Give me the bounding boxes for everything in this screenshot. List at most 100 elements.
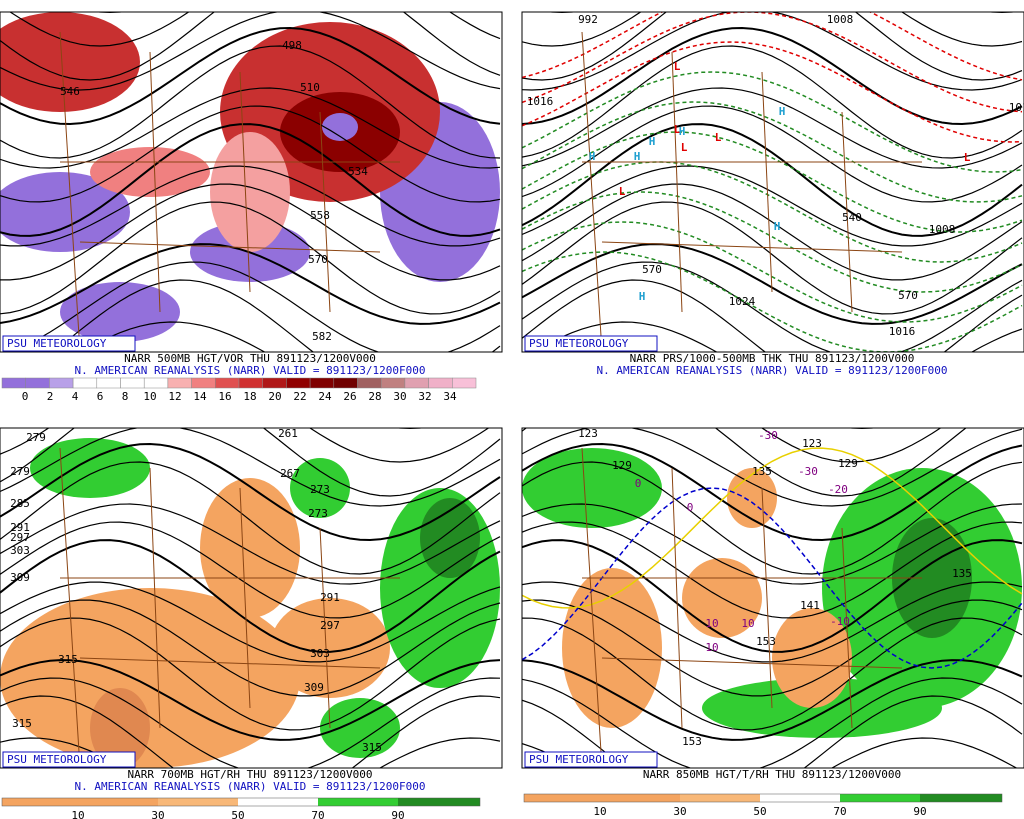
colorbar-label: 34: [443, 390, 457, 403]
colorbar-label: 70: [311, 809, 324, 819]
border: [841, 111, 853, 313]
contour: [0, 243, 501, 325]
contour: [760, 428, 942, 463]
contour-label: 315: [12, 717, 32, 730]
pressure-center: H: [634, 150, 641, 163]
contour: [0, 105, 501, 203]
shading: [320, 698, 400, 758]
title-line: NARR 700MB HGT/RH THU 891123/1200V000: [127, 768, 372, 781]
colorbar-cell: [398, 798, 480, 806]
brand-box: [524, 335, 658, 352]
brand-box: [2, 335, 136, 352]
brand-box: [2, 751, 136, 768]
contour-label: 279: [10, 465, 30, 478]
contour: [522, 87, 1023, 169]
contour-label: 315: [362, 741, 382, 754]
thickness: [522, 101, 1023, 203]
border: [59, 447, 81, 768]
colorbar-frame: [1, 797, 481, 807]
contour-label: 10: [741, 617, 754, 630]
contour: [522, 442, 1023, 542]
pressure-center: L: [715, 131, 722, 144]
contour: [522, 428, 1023, 507]
source-line: N. AMERICAN REANALYSIS (NARR) VALID = 89…: [75, 364, 426, 377]
colorbar-label: 8: [122, 390, 129, 403]
colorbar-cell: [238, 377, 263, 389]
contour-label: 1016: [527, 95, 554, 108]
contour-label: 309: [304, 681, 324, 694]
contour: [0, 695, 501, 768]
contour-label: 1008: [929, 223, 956, 236]
colorbar-frame: [523, 793, 1003, 803]
colorbar-label: 26: [343, 390, 356, 403]
colorbar-cell: [357, 377, 382, 389]
contour: [522, 12, 1023, 91]
contour-label: 153: [682, 735, 702, 748]
colorbar-label: 50: [231, 809, 244, 819]
contour: [522, 617, 1023, 731]
map: 123 129 135 123 129 -30 -30 -20 0 0 10 10 10 -10 141 15…: [522, 428, 1024, 768]
map-frame: [0, 427, 503, 769]
contour: [522, 521, 1023, 619]
contour-label: 546: [60, 85, 80, 98]
contour: [522, 12, 1023, 81]
border: [841, 527, 853, 729]
contour: [522, 105, 1023, 203]
contour: [0, 521, 501, 619]
contour: [0, 428, 501, 507]
colorbar-cell: [215, 377, 240, 389]
contour-label: 540: [842, 211, 862, 224]
colorbar-cell: [1, 377, 26, 389]
shading: [90, 147, 210, 197]
colorbar-cell: [2, 798, 78, 806]
contour: [94, 12, 126, 14]
thickness: [522, 251, 1023, 352]
contour-label: 285: [10, 497, 30, 510]
pressure-center: L: [964, 151, 971, 164]
contour-label: 558: [310, 209, 330, 222]
contour: [522, 261, 1023, 352]
contour: [522, 599, 1023, 697]
contour-label: 273: [310, 483, 330, 496]
contour: [0, 165, 501, 247]
contour: [0, 183, 501, 281]
colorbar-cell: [318, 798, 398, 806]
shading: [290, 458, 350, 518]
colorbar-cell: [404, 377, 429, 389]
contour-label: 291: [10, 521, 30, 534]
contour-label: 141: [800, 599, 820, 612]
thickness: [522, 161, 1023, 263]
source-line: N. AMERICAN REANALYSIS (NARR) VALID = 89…: [597, 364, 948, 377]
contour-label: 10: [705, 617, 718, 630]
title-line: NARR PRS/1000-500MB THK THU 891123/1200V…: [630, 352, 915, 365]
contour: [522, 279, 1023, 352]
contour: [0, 539, 501, 653]
brand: PSU METEOROLOGY: [7, 337, 107, 350]
colorbar-cell: [167, 377, 192, 389]
contour: [0, 201, 501, 315]
colorbar-label: 6: [97, 390, 104, 403]
colorbar-cell: [452, 377, 477, 389]
brand: PSU METEOROLOGY: [529, 753, 629, 766]
contour: [522, 737, 1018, 768]
colorbar-cell: [380, 377, 406, 389]
thickness: [522, 71, 1023, 173]
contour-label: 261: [278, 427, 298, 440]
panel: 992100810161024101610081016540570570LLLL…: [521, 11, 1024, 377]
contour: [51, 279, 501, 352]
contour: [530, 321, 1023, 352]
contour: [0, 123, 501, 237]
colorbar-cell: [428, 377, 453, 389]
border: [601, 241, 903, 253]
contour-label: 291: [320, 591, 340, 604]
colorbar-label: 14: [193, 390, 207, 403]
colorbar-label: 0: [22, 390, 29, 403]
colorbar-label: 30: [673, 805, 686, 818]
contour-label: 1016: [1009, 101, 1024, 114]
shading: [562, 568, 662, 728]
shading: [210, 132, 290, 252]
border: [239, 487, 251, 709]
pressure-center: L: [674, 60, 681, 73]
contour-label: -30: [798, 465, 818, 478]
